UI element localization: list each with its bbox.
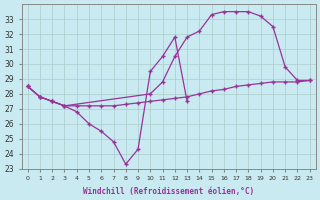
X-axis label: Windchill (Refroidissement éolien,°C): Windchill (Refroidissement éolien,°C): [83, 187, 254, 196]
